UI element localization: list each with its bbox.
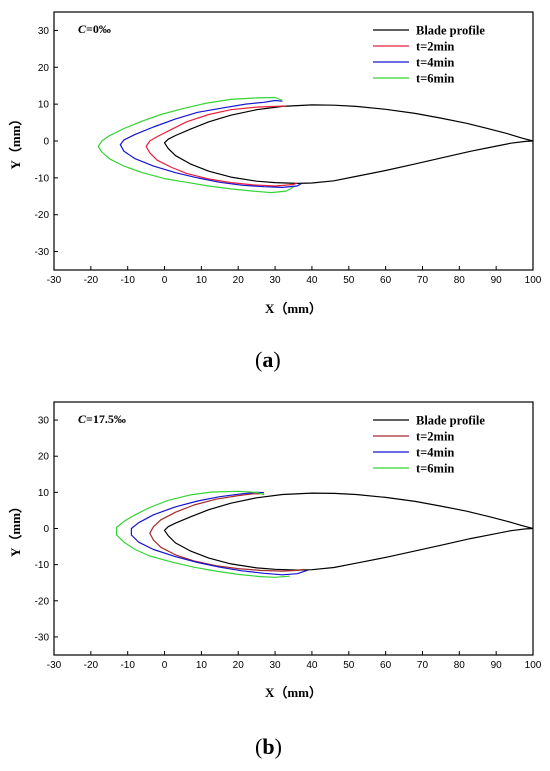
x-tick-label: 80: [454, 660, 466, 671]
panel-letter-a: a: [262, 347, 274, 372]
plot-frame: [53, 401, 534, 656]
x-tick-label: 60: [380, 275, 392, 286]
series-line-1: [163, 492, 534, 571]
legend-entry: t=6min: [416, 72, 454, 86]
condition-variable: C: [78, 412, 87, 426]
y-tick-label: 30: [38, 26, 50, 37]
x-tick-label: 80: [454, 275, 466, 286]
legend-entry: t=2min: [416, 40, 454, 54]
x-tick-label: 100: [525, 660, 542, 671]
y-tick-label: 0: [43, 524, 49, 535]
chart-panel-a: -30 -20 -10 0 10 20 30 40 50 60 70 80 90 100-30-20-10…: [8, 11, 542, 316]
panel-letter-b: b: [262, 734, 275, 759]
plot-frame: [53, 11, 534, 271]
x-tick-label: 50: [343, 660, 355, 671]
y-tick-label: 30: [38, 416, 50, 427]
x-tick-label: 60: [380, 660, 392, 671]
x-tick-label: 20: [233, 660, 245, 671]
x-tick-label: -20: [84, 275, 99, 286]
x-tick-label: 20: [233, 275, 245, 286]
series-line-3: [130, 491, 309, 576]
x-tick-label: 70: [417, 660, 429, 671]
panel-label-a: (a): [255, 347, 281, 372]
y-tick-label: -20: [35, 210, 50, 221]
x-tick-label: 40: [306, 660, 318, 671]
x-tick-label: 30: [270, 275, 282, 286]
chart-panel-b: -30 -20 -10 0 10 20 30 40 50 60 70 80 90 100-30-20-10…: [8, 401, 542, 700]
legend-entry: Blade profile: [416, 24, 485, 38]
y-tick-label: 0: [43, 137, 49, 148]
y-tick-label: -30: [35, 632, 50, 643]
y-axis-label: Y（mm）: [8, 112, 23, 169]
legend-entry: t=4min: [416, 446, 454, 460]
legend-entry: t=4min: [416, 56, 454, 70]
x-tick-label: 100: [525, 275, 542, 286]
x-tick-label: -10: [120, 275, 135, 286]
legend-entry: t=6min: [416, 462, 454, 476]
condition-value: =17.5‰: [86, 412, 126, 426]
condition-annotation: C=17.5‰: [78, 412, 126, 426]
x-tick-label: 10: [196, 660, 208, 671]
x-tick-label: -30: [47, 275, 62, 286]
y-tick-label: 10: [38, 100, 50, 111]
x-tick-label: 0: [162, 660, 168, 671]
x-tick-label: 30: [270, 660, 282, 671]
x-tick-label: 90: [491, 660, 503, 671]
x-tick-label: 50: [343, 275, 355, 286]
condition-value: =0‰: [86, 22, 111, 36]
y-tick-label: -10: [35, 560, 50, 571]
x-tick-label: 70: [417, 275, 429, 286]
y-tick-label: 20: [38, 452, 50, 463]
x-tick-label: 90: [491, 275, 503, 286]
x-tick-label: -10: [120, 660, 135, 671]
series-line-4: [97, 96, 294, 194]
series-line-2: [149, 493, 305, 572]
y-tick-label: 10: [38, 488, 50, 499]
y-tick-label: -20: [35, 596, 50, 607]
y-tick-label: -30: [35, 247, 50, 258]
x-tick-label: -20: [84, 660, 99, 671]
legend-entry: Blade profile: [416, 414, 485, 428]
x-axis-label: X（mm）: [265, 685, 322, 700]
y-axis-label: Y（mm）: [8, 500, 23, 557]
y-tick-label: -10: [35, 173, 50, 184]
x-tick-label: -30: [47, 660, 62, 671]
x-tick-label: 40: [306, 275, 318, 286]
x-tick-label: 0: [162, 275, 168, 286]
y-tick-label: 20: [38, 63, 50, 74]
series-line-4: [115, 490, 290, 578]
series-line-1: [163, 104, 534, 184]
x-tick-label: 10: [196, 275, 208, 286]
legend-entry: t=2min: [416, 430, 454, 444]
series-line-3: [119, 99, 302, 188]
condition-variable: C: [78, 22, 87, 36]
panel-label-b: (b): [255, 734, 282, 759]
series-line-2: [145, 105, 298, 187]
x-axis-label: X（mm）: [265, 301, 322, 316]
condition-annotation: C=0‰: [78, 22, 111, 36]
